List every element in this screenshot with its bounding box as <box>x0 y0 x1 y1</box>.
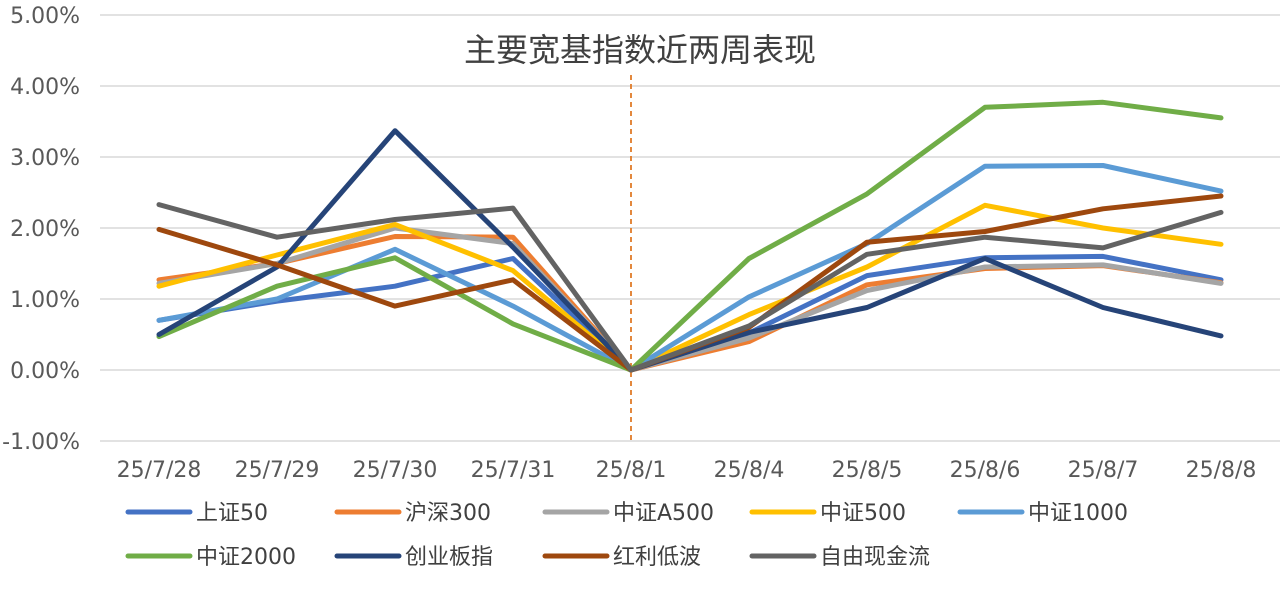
series-line <box>156 202 1224 373</box>
x-tick-label: 25/8/4 <box>714 458 785 483</box>
y-tick-label: 0.00% <box>10 359 80 384</box>
x-tick-label: 25/8/7 <box>1068 458 1139 483</box>
x-tick-label: 25/7/29 <box>235 458 320 483</box>
series-line <box>156 225 1224 373</box>
legend: 上证50 沪深300 中证A500 中证500 中证1000 中证2000 创业板指 红利低波… <box>125 501 1128 570</box>
x-tick-label: 25/7/30 <box>353 458 438 483</box>
x-tick-label: 25/7/28 <box>117 458 202 483</box>
legend-label: 红利低波 <box>613 545 701 570</box>
x-tick-label: 25/8/6 <box>950 458 1021 483</box>
y-tick-label: -1.00% <box>2 430 80 455</box>
x-tick-label: 25/8/8 <box>1186 458 1257 483</box>
legend-label: 中证500 <box>820 501 906 526</box>
series-line <box>156 99 1224 373</box>
series-lines <box>156 99 1224 373</box>
y-axis-tick-labels: 5.00% 4.00% 3.00% 2.00% 1.00% 0.00% -1.00% <box>2 4 80 455</box>
legend-label: 中证A500 <box>613 501 714 526</box>
y-tick-label: 3.00% <box>10 146 80 171</box>
legend-label: 自由现金流 <box>820 545 930 570</box>
legend-label: 中证1000 <box>1028 501 1128 526</box>
y-tick-label: 4.00% <box>10 75 80 100</box>
y-tick-label: 2.00% <box>10 217 80 242</box>
y-tick-label: 1.00% <box>10 288 80 313</box>
x-tick-label: 25/8/5 <box>832 458 903 483</box>
legend-label: 上证50 <box>196 501 268 526</box>
chart-title: 主要宽基指数近两周表现 <box>464 31 816 69</box>
y-tick-label: 5.00% <box>10 4 80 29</box>
legend-label: 创业板指 <box>405 545 493 570</box>
series-line <box>156 202 1224 373</box>
x-axis-tick-labels: 25/7/28 25/7/29 25/7/30 25/7/31 25/8/1 25/8/4… <box>117 458 1257 483</box>
x-tick-label: 25/8/1 <box>596 458 667 483</box>
legend-label: 沪深300 <box>405 501 491 526</box>
legend-label: 中证2000 <box>196 545 296 570</box>
x-tick-label: 25/7/31 <box>471 458 556 483</box>
